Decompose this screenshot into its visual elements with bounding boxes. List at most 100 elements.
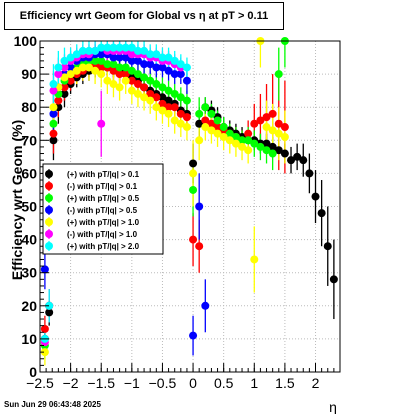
legend-marker xyxy=(45,194,53,202)
data-point xyxy=(103,60,112,69)
data-point xyxy=(146,50,155,59)
data-point xyxy=(121,63,130,72)
data-point xyxy=(103,43,112,52)
data-point xyxy=(127,43,136,52)
legend-marker xyxy=(45,218,53,226)
data-point xyxy=(189,235,198,244)
x-tick-label: −2 xyxy=(63,375,79,391)
data-point xyxy=(164,103,173,112)
data-point xyxy=(66,70,75,79)
data-point xyxy=(244,146,253,155)
data-point xyxy=(170,70,179,79)
y-axis-label: Efficiency wrt Geom (%) xyxy=(9,120,25,280)
data-point xyxy=(109,43,118,52)
data-point xyxy=(91,46,100,55)
data-point xyxy=(133,70,142,79)
data-point xyxy=(207,126,216,135)
data-point xyxy=(66,53,75,62)
data-point xyxy=(182,123,191,132)
data-point xyxy=(219,123,228,132)
data-point xyxy=(158,53,167,62)
data-point xyxy=(152,103,161,112)
data-point xyxy=(213,129,222,138)
data-point xyxy=(127,86,136,95)
data-point xyxy=(213,123,222,132)
data-point xyxy=(195,136,204,145)
data-point xyxy=(256,142,265,151)
data-point xyxy=(97,70,106,79)
data-point xyxy=(170,103,179,112)
data-point xyxy=(238,136,247,145)
y-tick-label: 30 xyxy=(21,265,37,281)
data-point xyxy=(195,242,204,251)
data-point xyxy=(268,142,277,151)
data-point xyxy=(262,146,271,155)
x-tick-label: 2 xyxy=(312,375,320,391)
data-point xyxy=(268,149,277,158)
data-point xyxy=(170,89,179,98)
data-point xyxy=(140,93,149,102)
legend-label: (-) with pT/|q| > 0.5 xyxy=(67,206,138,215)
data-point xyxy=(146,89,155,98)
legend-label: (+) with pT/|q| > 2.0 xyxy=(67,242,140,251)
data-point xyxy=(54,96,63,105)
data-point xyxy=(49,129,58,138)
data-point xyxy=(146,96,155,105)
data-point xyxy=(280,123,289,132)
data-point xyxy=(152,50,161,59)
data-point xyxy=(170,116,179,125)
data-point xyxy=(262,123,271,132)
data-point xyxy=(78,46,87,55)
data-point xyxy=(238,142,247,151)
data-point xyxy=(189,169,198,178)
data-point xyxy=(195,119,204,128)
data-point xyxy=(189,185,198,194)
data-point xyxy=(280,132,289,141)
legend-box xyxy=(42,163,164,255)
data-point xyxy=(140,83,149,92)
chart-title: Efficiency wrt Geom for Global vs η at p… xyxy=(4,2,284,30)
data-point xyxy=(164,109,173,118)
data-point xyxy=(133,89,142,98)
data-point xyxy=(158,63,167,72)
data-point xyxy=(195,202,204,211)
x-tick-label: −2.5 xyxy=(26,375,54,391)
data-point xyxy=(323,242,332,251)
data-point xyxy=(115,63,124,72)
x-tick-label: 0.5 xyxy=(214,375,234,391)
data-point xyxy=(280,149,289,158)
y-tick-label: 70 xyxy=(21,132,37,148)
y-tick-label: 60 xyxy=(21,165,37,181)
legend-marker xyxy=(45,170,53,178)
legend-marker xyxy=(45,182,53,190)
data-point xyxy=(250,139,259,148)
legend-label: (-) with pT/|q| > 0.1 xyxy=(67,182,138,191)
data-point xyxy=(164,53,173,62)
data-point xyxy=(182,113,191,122)
x-tick-label: 0 xyxy=(189,375,197,391)
data-point xyxy=(97,63,106,72)
data-point xyxy=(274,129,283,138)
data-point xyxy=(45,301,54,310)
data-point xyxy=(146,60,155,69)
data-point xyxy=(115,43,124,52)
data-point xyxy=(127,56,136,65)
x-tick-label: 1 xyxy=(250,375,258,391)
data-point xyxy=(189,331,198,340)
data-point xyxy=(195,109,204,118)
y-tick-label: 0 xyxy=(29,364,37,380)
legend-marker xyxy=(45,230,53,238)
data-point xyxy=(140,46,149,55)
data-point xyxy=(164,96,173,105)
data-point xyxy=(287,156,296,165)
data-point xyxy=(66,63,75,72)
data-point xyxy=(60,89,69,98)
data-point xyxy=(133,46,142,55)
data-point xyxy=(231,132,240,141)
data-point xyxy=(84,63,93,72)
data-point xyxy=(121,76,130,85)
data-point xyxy=(299,156,308,165)
data-point xyxy=(91,56,100,65)
data-point xyxy=(244,136,253,145)
data-point xyxy=(133,56,142,65)
